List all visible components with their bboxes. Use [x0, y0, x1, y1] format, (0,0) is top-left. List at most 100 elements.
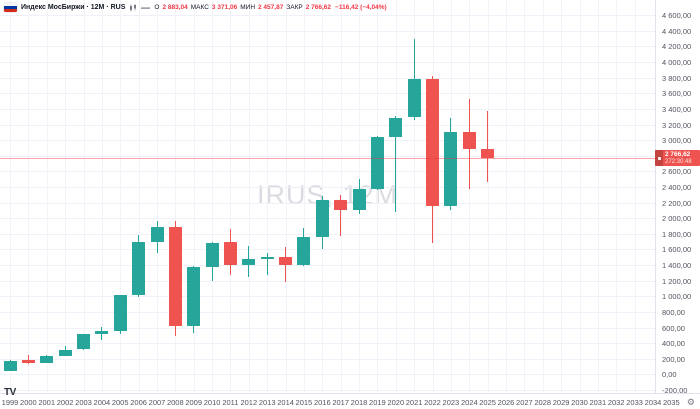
grid-line-vertical — [395, 0, 397, 393]
time-tick-label: 2019 — [369, 398, 386, 407]
price-axis[interactable]: 4 600,00 4 400,00 4 200,00 4 000,00 3 800,00… — [655, 0, 700, 395]
time-tick-label: 2008 — [166, 398, 184, 407]
candle-body-2021 — [407, 78, 421, 118]
price-tick-label: 1 000,00 — [662, 292, 692, 302]
grid-line-vertical — [303, 0, 305, 393]
high-label: МАКС — [190, 4, 209, 11]
market-status-icon — [655, 150, 663, 167]
time-tick-label: 2002 — [56, 398, 74, 407]
grid-line-horizontal — [0, 327, 655, 329]
price-tick-label: 3 400,00 — [662, 104, 692, 114]
grid-line-horizontal — [0, 390, 655, 391]
candle-body-2013 — [260, 256, 274, 259]
time-tick-label: 2018 — [350, 398, 368, 407]
time-tick-label: 2006 — [130, 398, 147, 407]
grid-line-vertical — [487, 0, 489, 393]
grid-line-vertical — [634, 0, 636, 393]
candle-body-2025 — [481, 149, 495, 159]
candle-body-2014 — [279, 256, 293, 266]
grid-line-horizontal — [0, 343, 655, 345]
price-tick-label: 1 200,00 — [662, 276, 692, 286]
price-tick-label: 200,00 — [662, 354, 685, 364]
price-tick-label: 3 000,00 — [662, 136, 692, 146]
candle-body-2002 — [58, 349, 72, 356]
time-tick-label: 2015 — [295, 398, 313, 407]
candle-body-2007 — [150, 226, 164, 243]
last-price-label: 2 766,62 272:30:48 — [655, 150, 700, 167]
low-value: 2 457,87 — [258, 4, 284, 11]
grid-line-vertical — [285, 0, 287, 393]
candle-wick-2000 — [27, 355, 29, 365]
candle-body-1999 — [3, 360, 17, 371]
price-tick-label: 0,00 — [662, 370, 677, 380]
open-label: О — [154, 4, 160, 11]
tradingview-logo[interactable]: TV — [4, 387, 16, 398]
candle-body-2011 — [223, 242, 237, 265]
time-tick-label: 2009 — [185, 398, 203, 407]
grid-line-vertical — [579, 0, 581, 393]
grid-line-horizontal — [0, 358, 655, 360]
price-tick-label: 4 400,00 — [662, 26, 692, 36]
grid-line-vertical — [414, 0, 416, 393]
grid-line-vertical — [175, 0, 177, 393]
candle-body-2017 — [334, 200, 348, 210]
grid-line-horizontal — [0, 62, 655, 63]
candle-body-2005 — [113, 295, 127, 332]
candle-body-2000 — [21, 360, 35, 364]
candle-body-2020 — [389, 117, 403, 137]
grid-line-vertical — [322, 0, 324, 393]
open-value: 2 883,04 — [162, 4, 188, 11]
candle-wick-2025 — [487, 111, 489, 183]
russia-flag-icon — [4, 3, 17, 12]
grid-line-horizontal — [0, 30, 655, 32]
price-tick-label: 1 400,00 — [662, 261, 692, 271]
grid-line-vertical — [377, 0, 379, 393]
price-tick-label: -200,00 — [662, 386, 688, 395]
last-price-value: 2 766,62 — [665, 150, 691, 158]
grid-line-horizontal — [0, 265, 655, 267]
grid-line-vertical — [101, 0, 103, 393]
time-tick-label: 2005 — [111, 398, 129, 407]
time-tick-label: 2013 — [258, 398, 276, 407]
candle-body-2016 — [315, 200, 329, 237]
candle-body-2019 — [370, 136, 384, 190]
time-tick-label: 2010 — [203, 398, 221, 407]
time-tick-label: 2031 — [589, 398, 607, 407]
plot-area[interactable]: IRUS, 12M — [0, 0, 655, 393]
close-label: ЗАКР — [286, 4, 303, 11]
time-tick-label: 2021 — [405, 398, 423, 407]
candle-body-2015 — [297, 236, 311, 266]
price-tick-label: 800,00 — [662, 307, 685, 317]
grid-line-horizontal — [0, 187, 655, 188]
grid-line-horizontal — [0, 249, 655, 251]
grid-line-vertical — [28, 0, 30, 393]
candle-body-2024 — [462, 132, 476, 150]
grid-line-vertical — [616, 0, 618, 393]
time-tick-label: 2011 — [222, 398, 239, 407]
time-tick-label: 2033 — [626, 398, 643, 407]
grid-line-horizontal — [0, 93, 655, 95]
time-axis[interactable]: ⚙ 1999 2000 2001 2002 2003 2004 2005 2006 2007 20… — [0, 393, 700, 409]
grid-line-horizontal — [0, 46, 655, 48]
candle-body-2009 — [187, 267, 201, 326]
price-tick-label: 3 200,00 — [662, 120, 692, 130]
settings-gear-icon[interactable]: ⚙ — [686, 397, 695, 407]
time-tick-label: 2007 — [148, 398, 166, 407]
time-tick-label: 2029 — [552, 398, 570, 407]
time-tick-label: 2026 — [497, 398, 515, 407]
time-tick-label: 2028 — [534, 398, 552, 407]
grid-line-horizontal — [0, 374, 655, 376]
grid-line-vertical — [157, 0, 158, 393]
time-tick-label: 2023 — [442, 398, 460, 407]
price-tick-label: 600,00 — [662, 323, 685, 333]
candle-body-2003 — [77, 334, 90, 350]
price-tick-label: 3 600,00 — [662, 89, 692, 99]
time-tick-label: 2030 — [571, 398, 588, 407]
price-tick-label: 2 200,00 — [662, 198, 692, 208]
grid-line-vertical — [506, 0, 507, 393]
price-tick-label: 2 000,00 — [662, 214, 692, 224]
close-value: 2 766,62 — [305, 4, 332, 11]
